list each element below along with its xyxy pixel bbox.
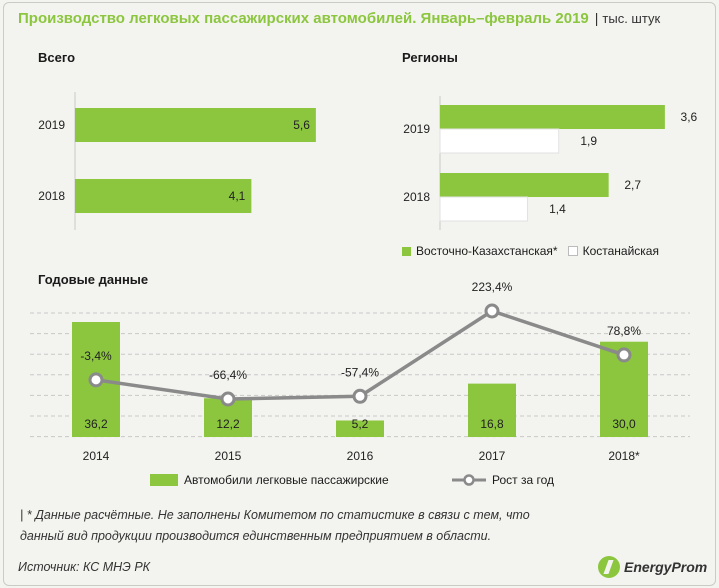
annual-x-tick-label: 2017: [479, 449, 506, 463]
annual-x-tick-label: 2018*: [608, 449, 640, 463]
energyprom-logo: EnergyProm: [598, 556, 707, 578]
growth-point: [354, 390, 366, 402]
annual-bar-value-label: 5,2: [352, 417, 369, 431]
legend-label-cars: Автомобили легковые пассажирские: [184, 473, 389, 487]
growth-point: [90, 374, 102, 386]
legend-label-growth: Рост за год: [492, 473, 554, 487]
growth-line: [96, 311, 624, 399]
footnote-line-2: данный вид продукции производится единст…: [20, 526, 640, 547]
growth-value-label: 78,8%: [607, 324, 641, 338]
annual-bar-value-label: 30,0: [612, 417, 636, 431]
energyprom-logo-icon: [598, 556, 620, 578]
annual-bar-value-label: 12,2: [216, 417, 240, 431]
footnote-line-1: * Данные расчётные. Не заполнены Комитет…: [27, 508, 530, 522]
growth-point: [618, 349, 630, 361]
annual-legend-bars: Автомобили легковые пассажирские: [150, 473, 389, 487]
annual-x-tick-label: 2016: [347, 449, 374, 463]
footnote: | * Данные расчётные. Не заполнены Комит…: [20, 505, 640, 547]
source-note: Источник: КС МНЭ РК: [18, 560, 150, 574]
growth-value-label: -3,4%: [80, 349, 112, 363]
annual-bar-value-label: 36,2: [84, 417, 108, 431]
growth-point: [486, 305, 498, 317]
growth-value-label: 223,4%: [472, 280, 513, 294]
annual-x-tick-label: 2015: [215, 449, 242, 463]
legend-line-growth-icon: [452, 474, 486, 486]
growth-value-label: -66,4%: [209, 368, 247, 382]
annual-bar-value-label: 16,8: [480, 417, 504, 431]
growth-value-label: -57,4%: [341, 365, 379, 379]
growth-point: [222, 393, 234, 405]
logo-text: EnergyProm: [624, 559, 707, 575]
footnote-marker: |: [20, 508, 23, 522]
annual-legend-line: Рост за год: [452, 473, 554, 487]
legend-swatch-cars: [150, 474, 178, 486]
chart-annual: 36,2 2014 12,2 2015 5,2 2016 16,8 2017 30,0 2018*…: [0, 0, 719, 588]
annual-x-tick-label: 2014: [83, 449, 110, 463]
